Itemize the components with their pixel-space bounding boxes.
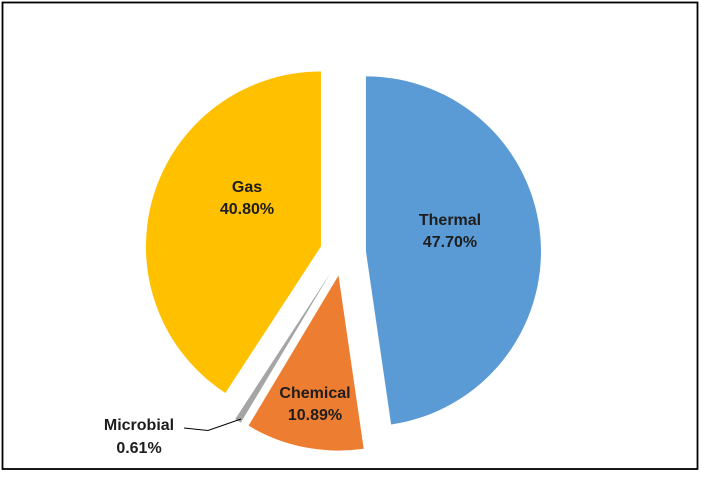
slice-label-gas-name: Gas [232,179,262,196]
slice-label-thermal-pct: 47.70% [423,234,477,251]
slice-label-chemical-pct: 10.89% [288,407,342,424]
slice-label-gas-pct: 40.80% [220,201,274,218]
pie-slice-thermal [365,76,541,425]
figure-border [1,1,699,470]
slice-label-chemical-name: Chemical [279,385,350,402]
slice-label-microbial-name: Microbial [104,417,174,434]
pie-slice-gas [145,71,321,394]
pie-slice-chemical [248,275,364,451]
slice-label-thermal-name: Thermal [419,212,481,229]
pie-slice-microbial [235,272,331,423]
leader-line-microbial [183,418,242,432]
slice-label-microbial-pct: 0.61% [116,440,161,457]
